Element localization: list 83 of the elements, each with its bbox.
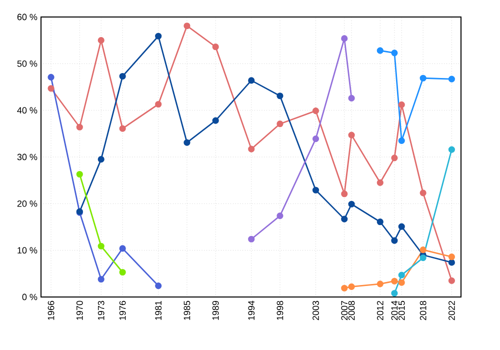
- point: [391, 278, 398, 284]
- point: [341, 284, 348, 292]
- point: [184, 22, 190, 30]
- point: [276, 120, 284, 128]
- y-tick-label: 20 %: [17, 200, 38, 207]
- x-tick-label: 2003: [312, 300, 319, 320]
- x-tick-label: 2012: [376, 300, 384, 320]
- point: [420, 246, 426, 254]
- point: [119, 72, 126, 80]
- point: [212, 117, 219, 124]
- y-tick-label: 40 %: [17, 107, 38, 114]
- point: [420, 254, 426, 262]
- point: [98, 37, 104, 44]
- point: [391, 154, 398, 162]
- point: [391, 237, 398, 244]
- y-tick-label: 60 %: [17, 14, 38, 20]
- x-tick-label: 2007: [341, 300, 348, 320]
- point: [448, 259, 455, 266]
- x-tick-label: 2022: [448, 300, 455, 320]
- x-tick-label: 1976: [119, 300, 126, 320]
- point: [398, 137, 405, 144]
- point: [155, 100, 162, 108]
- x-tick-label: 1981: [155, 300, 162, 320]
- point: [376, 280, 384, 288]
- y-tick-label: 50 %: [17, 60, 38, 67]
- point: [184, 139, 190, 146]
- point: [448, 277, 455, 284]
- point: [276, 92, 284, 100]
- x-tick-label: 2015: [398, 300, 405, 320]
- point: [348, 283, 355, 290]
- point: [398, 272, 405, 278]
- point: [448, 254, 455, 260]
- point: [448, 76, 455, 82]
- point: [98, 276, 104, 283]
- point: [98, 156, 104, 163]
- point: [119, 268, 126, 276]
- x-tick-label: 2018: [420, 300, 426, 320]
- point: [312, 186, 320, 194]
- point: [420, 190, 426, 196]
- x-tick-label: 1973: [98, 300, 104, 320]
- point: [248, 146, 255, 152]
- x-tick-label: 1994: [248, 300, 255, 320]
- point: [76, 124, 83, 130]
- point: [341, 35, 348, 42]
- point: [119, 245, 126, 252]
- point: [376, 218, 384, 226]
- point: [376, 179, 384, 186]
- point: [312, 107, 320, 114]
- x-tick-label: 1985: [184, 300, 190, 320]
- point: [376, 47, 384, 54]
- point: [341, 190, 348, 198]
- x-tick-label: 1989: [212, 300, 219, 320]
- x-tick-label: 2008: [348, 300, 355, 320]
- point: [420, 74, 426, 82]
- point: [98, 242, 104, 250]
- point: [248, 77, 255, 84]
- point: [48, 74, 54, 80]
- point: [76, 170, 83, 178]
- y-tick-label: 30 %: [17, 154, 38, 160]
- point: [312, 135, 320, 142]
- point: [212, 44, 219, 50]
- x-tick-label: 2014: [391, 300, 398, 320]
- x-tick-label: 1966: [48, 300, 54, 320]
- point: [248, 236, 255, 242]
- x-tick-label: 1970: [76, 300, 83, 320]
- point: [398, 279, 405, 286]
- y-tick-label: 10 %: [18, 247, 38, 254]
- point: [391, 290, 398, 297]
- point: [398, 101, 405, 108]
- point: [348, 200, 355, 208]
- y-tick-label: 0 %: [22, 294, 38, 300]
- point: [155, 32, 162, 40]
- point: [48, 85, 54, 92]
- point: [391, 50, 398, 56]
- point: [448, 146, 455, 153]
- point: [119, 125, 126, 132]
- point: [155, 282, 162, 290]
- point: [341, 216, 348, 222]
- point: [348, 132, 355, 138]
- point: [398, 223, 405, 230]
- x-tick-label: 1998: [276, 300, 284, 320]
- point: [348, 94, 355, 102]
- point: [276, 212, 284, 220]
